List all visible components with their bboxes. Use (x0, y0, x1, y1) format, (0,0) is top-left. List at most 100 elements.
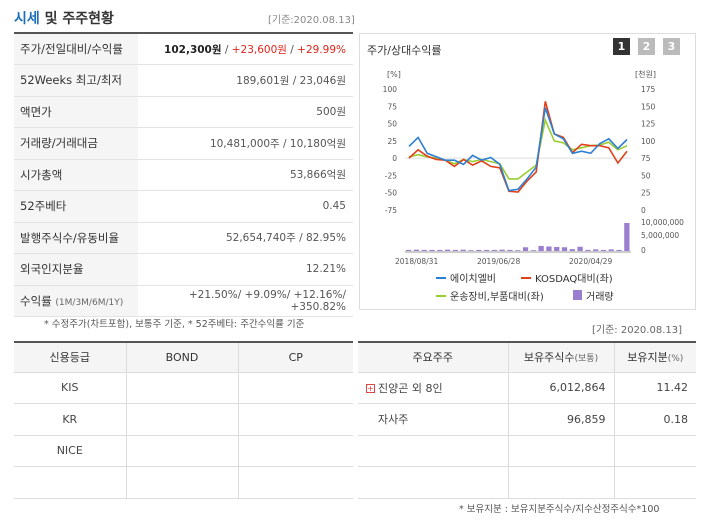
volume-bar (476, 249, 482, 251)
holder-name: 자사주 (358, 403, 509, 436)
x-label: 2020/04/29 (569, 257, 612, 266)
row-label: 액면가 (14, 96, 138, 128)
col-header-sub: (보통) (574, 354, 599, 365)
credit-table: 신용등급 BOND CP KIS KR NICE (14, 341, 353, 499)
price-date: [기준:2020.08.13] (268, 15, 355, 26)
table-row: + 진양곤 외 8인 6,012,864 11.42 (358, 372, 696, 404)
table-row: 액면가 500원 (14, 96, 353, 128)
volume-bar (429, 249, 435, 251)
table-row: 수익률 (1M/3M/6M/1Y) +21.50%/ +9.09%/ +12.16… (14, 285, 353, 317)
page-button-3[interactable]: 3 (663, 38, 680, 55)
cp-rating (238, 435, 353, 467)
series-line (408, 107, 628, 192)
separator: / (286, 43, 298, 56)
table-row: 시가총액 53,866억원 (14, 159, 353, 191)
table-row: 외국인지분율 12.21% (14, 253, 353, 286)
change-value: +23,600원 (231, 43, 287, 56)
volume-bar (608, 249, 614, 251)
share-pct (614, 435, 696, 467)
table-row (358, 435, 696, 467)
col-header-main: 보유주식수 (523, 351, 575, 365)
right-tick-label: 50 (641, 171, 651, 180)
table-row: 거래량/거래대금 10,481,000주 / 10,180억원 (14, 127, 353, 160)
cp-rating (238, 466, 353, 499)
cp-rating (238, 372, 353, 404)
volume-bar (499, 249, 505, 251)
x-label: 2019/06/28 (477, 257, 520, 266)
holder-name (358, 466, 509, 499)
col-header: 보유주식수(보통) (508, 342, 615, 373)
shares (508, 466, 615, 499)
row-label: 52주베타 (14, 190, 138, 223)
volume-bar (452, 249, 459, 251)
agency (14, 466, 127, 499)
left-tick-label: 25 (387, 137, 397, 146)
share-pct: 11.42 (614, 372, 696, 404)
row-label: 외국인지분율 (14, 253, 138, 286)
col-header-sub: (%) (667, 354, 684, 365)
volume-ticks: 10,000,000 5,000,000 0 (641, 218, 684, 255)
left-tick-label: -25 (385, 171, 397, 180)
table-row (358, 466, 696, 499)
page-button-2[interactable]: 2 (638, 38, 655, 55)
row-value: +21.50%/ +9.09%/ +12.16%/ +350.82% (138, 285, 353, 317)
volume-bar (554, 247, 560, 251)
table-header: 주요주주 보유주식수(보통) 보유지분(%) (358, 342, 696, 373)
table-row: 52Weeks 최고/최저 189,601원 / 23,046원 (14, 64, 353, 97)
table-row (14, 466, 353, 499)
row-value: 53,866억원 (138, 159, 353, 191)
left-tick-label: -50 (385, 189, 397, 198)
volume-bar (460, 249, 466, 251)
shares: 96,859 (508, 403, 615, 436)
label-main: 수익률 (20, 293, 52, 308)
row-value: 189,601원 / 23,046원 (138, 64, 353, 97)
volume-bar (600, 249, 607, 251)
left-axis-label: [%] (387, 70, 401, 79)
agency: KR (14, 403, 127, 436)
separator: / (221, 43, 232, 56)
legend-swatch (573, 290, 582, 300)
col-header: BOND (126, 342, 239, 373)
agency: KIS (14, 372, 127, 404)
volume-tick-label: 5,000,000 (641, 231, 679, 240)
row-value: 102,300원 / +23,600원 / +29.99% (138, 33, 353, 65)
page-button-1[interactable]: 1 (613, 38, 630, 55)
legend-label: 운송장비,부품대비(좌) (450, 291, 544, 303)
holder-name: + 진양곤 외 8인 (358, 372, 509, 404)
right-tick-label: 25 (641, 189, 651, 198)
volume-bar (522, 247, 529, 251)
legend-label: KOSDAQ대비(좌) (535, 273, 613, 285)
row-label: 52Weeks 최고/최저 (14, 64, 138, 97)
volume-bar (515, 250, 521, 251)
expand-icon[interactable]: + (366, 384, 375, 394)
table-row: NICE (14, 435, 353, 467)
row-value: 12.21% (138, 253, 353, 286)
volume-bar (546, 246, 552, 251)
holder-name-text: 진양곤 외 8인 (378, 381, 443, 395)
chart-svg: [%] [천원] 100 75 50 25 0 -25 -50 -75 175 150 125 10… (383, 69, 684, 303)
return-value: +29.99% (297, 43, 346, 56)
volume-bar (577, 246, 583, 251)
volume-bar (491, 249, 498, 251)
row-value: 10,481,000주 / 10,180억원 (138, 127, 353, 160)
col-header: 주요주주 (358, 342, 509, 373)
volume-bar (593, 249, 599, 251)
row-label: 발행주식수/유동비율 (14, 222, 138, 254)
table-row: 52주베타 0.45 (14, 190, 353, 223)
volume-bar (406, 249, 412, 251)
share-pct (614, 466, 696, 499)
legend-label: 에이치엘비 (450, 272, 496, 285)
bond-rating (126, 466, 239, 499)
col-header-main: 보유지분 (627, 351, 668, 365)
right-tick-label: 100 (641, 137, 656, 146)
volume-bar (624, 223, 630, 251)
row-label: 수익률 (1M/3M/6M/1Y) (14, 285, 138, 317)
left-tick-label: 50 (387, 120, 397, 129)
volume-bar (413, 249, 420, 251)
legend: 에이치엘비 KOSDAQ대비(좌) 운송장비,부품대비(좌) 거래량 (436, 272, 614, 303)
row-label: 시가총액 (14, 159, 138, 191)
table-header: 신용등급 BOND CP (14, 342, 353, 373)
footnote: * 보유지분 : 보유지분주식수/지수산정주식수*100 (459, 504, 660, 515)
price-table: 주가/전일대비/수익률 102,300원 / +23,600원 / +29.99… (14, 32, 353, 317)
shares: 6,012,864 (508, 372, 615, 404)
